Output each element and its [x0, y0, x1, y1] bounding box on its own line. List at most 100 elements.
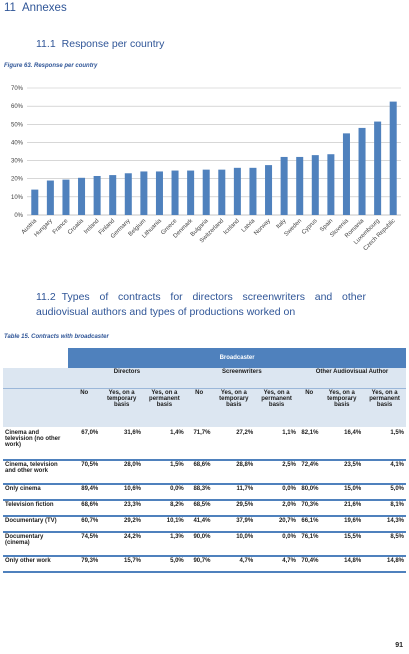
table-cell: 28,0% — [100, 459, 143, 484]
table-cell: 20,7% — [255, 515, 298, 532]
y-tick-label: 70% — [11, 86, 24, 92]
table-cell: 1,5% — [363, 427, 406, 460]
bar — [93, 175, 101, 215]
response-per-country-chart: 0%10%20%30%40%50%60%70%AustriaHungaryFra… — [11, 86, 401, 252]
group-header-directors: Directors — [68, 368, 186, 389]
group-header-other-authors: Other Audiovisual Author — [297, 368, 406, 389]
table-cell: 4,7% — [212, 555, 256, 573]
row-label: Only cinema — [3, 483, 69, 500]
table-cell: 5,0% — [143, 555, 186, 573]
section-heading: 11 Annexes — [4, 2, 67, 14]
table-cell: 1,1% — [255, 427, 298, 460]
table-cell: 15,7% — [100, 555, 143, 573]
table-cell: 10,1% — [143, 515, 186, 532]
subsection-number: 11.2 — [36, 291, 56, 303]
table-cell: 66,1% — [297, 515, 321, 532]
subsection-number: 11.1 — [36, 38, 56, 50]
row-label: Documentary (TV) — [3, 515, 69, 532]
subsection-title: Response per country — [61, 38, 165, 50]
x-tick-label: Sweden — [284, 218, 304, 238]
table-cell: 29,2% — [100, 515, 143, 532]
page-number: 91 — [395, 642, 403, 649]
table-cell: 41,4% — [185, 515, 213, 532]
broadcaster-header: Broadcaster — [68, 348, 406, 368]
y-tick-label: 50% — [11, 122, 24, 128]
bar — [218, 169, 226, 215]
table-cell: 29,5% — [212, 499, 256, 516]
row-label: Only other work — [3, 555, 69, 573]
table-cell: 27,2% — [212, 427, 256, 460]
table-cell: 24,2% — [100, 531, 143, 556]
subheader-permanent: Yes, on a permanent basis — [143, 388, 186, 429]
table-cell: 68,6% — [68, 499, 101, 516]
subheader-temporary: Yes, on a temporary basis — [212, 388, 256, 429]
table-row: Only other work 79,3% 15,7% 5,0% 90,7% 4,7% 4,… — [3, 555, 406, 573]
table-row: Cinema and television (no other work) 67,… — [3, 427, 406, 460]
contracts-table: Broadcaster Directors Screenwriters Othe… — [3, 348, 406, 573]
table-cell: 79,3% — [68, 555, 101, 573]
table-cell: 67,0% — [68, 427, 101, 460]
bar — [187, 170, 195, 215]
table-cell: 0,0% — [255, 531, 298, 556]
bar — [265, 165, 273, 215]
table-caption: Table 15. Contracts with broadcaster — [4, 334, 109, 340]
table-row: Documentary (TV) 60,7% 29,2% 10,1% 41,4% 37,9… — [3, 515, 406, 532]
table-row: Cinema, television and other work 70,5% 28… — [3, 459, 406, 484]
y-tick-label: 20% — [11, 177, 24, 183]
table-cell: 2,5% — [255, 459, 298, 484]
table-cell: 10,0% — [212, 531, 256, 556]
row-label: Cinema, television and other work — [3, 459, 69, 484]
table-cell: 11,7% — [212, 483, 256, 500]
table-cell: 89,4% — [68, 483, 101, 500]
bar — [62, 179, 70, 215]
y-tick-label: 10% — [11, 195, 24, 201]
bar — [280, 156, 288, 215]
bar — [296, 156, 304, 215]
table-cell: 71,7% — [185, 427, 213, 460]
table-cell: 8,1% — [363, 499, 406, 516]
table-cell: 0,0% — [255, 483, 298, 500]
table-cell: 76,1% — [297, 531, 321, 556]
y-tick-label: 0% — [14, 213, 23, 219]
table-cell: 70,5% — [68, 459, 101, 484]
table-cell: 4,1% — [363, 459, 406, 484]
table-cell: 15,0% — [320, 483, 364, 500]
subheader-no: No — [185, 388, 213, 429]
bar — [233, 167, 241, 215]
bar — [46, 180, 54, 215]
y-tick-label: 30% — [11, 159, 24, 165]
bar — [342, 133, 350, 215]
x-tick-label: Italy — [276, 218, 288, 230]
figure-caption: Figure 63. Response per country — [4, 63, 98, 69]
table-cell: 80,0% — [297, 483, 321, 500]
table-cell: 74,5% — [68, 531, 101, 556]
subsection-heading-2: 11.2 Types of contracts for directors scr… — [36, 290, 366, 319]
bar — [171, 170, 179, 215]
table-cell: 4,7% — [255, 555, 298, 573]
table-cell: 90,0% — [185, 531, 213, 556]
subheader-corner — [3, 388, 69, 429]
subheader-temporary: Yes, on a temporary basis — [100, 388, 143, 429]
row-label: Documentary (cinema) — [3, 531, 69, 556]
table-cell: 82,1% — [297, 427, 321, 460]
table-cell: 70,3% — [297, 499, 321, 516]
bar — [155, 171, 163, 215]
table-cell: 70,4% — [297, 555, 321, 573]
table-cell: 23,5% — [320, 459, 364, 484]
table-row: Documentary (cinema) 74,5% 24,2% 1,3% 90,0% 1… — [3, 531, 406, 556]
bar — [358, 127, 366, 215]
table-cell: 23,3% — [100, 499, 143, 516]
y-tick-label: 60% — [11, 104, 24, 110]
section-title: Annexes — [21, 2, 67, 14]
bar — [202, 169, 210, 215]
row-label: Television fiction — [3, 499, 69, 516]
table-cell: 14,8% — [320, 555, 364, 573]
bar — [124, 173, 132, 215]
group-header-screenwriters: Screenwriters — [185, 368, 298, 389]
table-cell: 72,4% — [297, 459, 321, 484]
subheader-no: No — [297, 388, 321, 429]
subheader-temporary: Yes, on a temporary basis — [320, 388, 364, 429]
bar — [140, 171, 148, 215]
bar — [109, 175, 117, 215]
table-cell: 31,6% — [100, 427, 143, 460]
